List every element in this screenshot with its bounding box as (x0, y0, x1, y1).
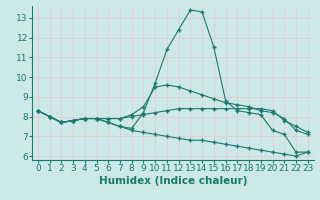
X-axis label: Humidex (Indice chaleur): Humidex (Indice chaleur) (99, 176, 247, 186)
